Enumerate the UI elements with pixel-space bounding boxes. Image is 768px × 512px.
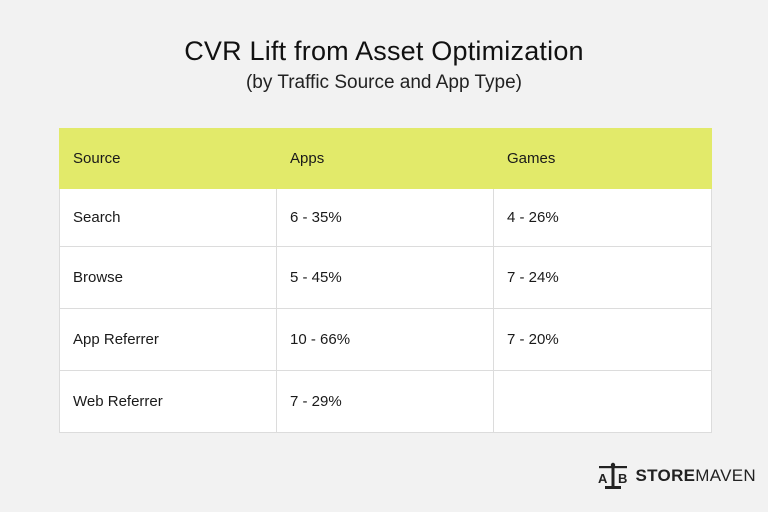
- chart-subtitle: (by Traffic Source and App Type): [245, 72, 522, 93]
- cell-apps: 6 - 35%: [276, 188, 494, 247]
- cell-source: App Referrer: [59, 308, 277, 371]
- brand-name-bold: STORE: [635, 466, 696, 485]
- brand-name: STOREMAVEN: [636, 466, 756, 486]
- cell-apps: 10 - 66%: [276, 308, 494, 371]
- cell-source: Web Referrer: [59, 370, 277, 433]
- cell-source: Search: [59, 188, 277, 247]
- cell-games: 7 - 20%: [493, 308, 712, 371]
- table-row: Web Referrer 7 - 29%: [59, 370, 712, 433]
- cell-apps: 7 - 29%: [276, 370, 494, 433]
- cell-apps: 5 - 45%: [276, 246, 494, 309]
- chart-title: CVR Lift from Asset Optimization: [184, 36, 584, 66]
- svg-text:A: A: [598, 471, 608, 486]
- table-row: App Referrer 10 - 66% 7 - 20%: [59, 308, 712, 371]
- cell-games: [493, 370, 712, 433]
- brand-name-regular: MAVEN: [695, 466, 756, 485]
- header-games: Games: [493, 128, 712, 189]
- header-apps: Apps: [276, 128, 494, 189]
- cell-source: Browse: [59, 246, 277, 309]
- table-header-row: Source Apps Games: [59, 128, 712, 189]
- table-row: Search 6 - 35% 4 - 26%: [59, 188, 712, 247]
- storemaven-logo: A B STOREMAVEN: [596, 462, 756, 490]
- cell-games: 7 - 24%: [493, 246, 712, 309]
- table-row: Browse 5 - 45% 7 - 24%: [59, 246, 712, 309]
- cell-games: 4 - 26%: [493, 188, 712, 247]
- header-source: Source: [59, 128, 277, 189]
- ab-scale-icon: A B: [598, 462, 627, 489]
- svg-text:B: B: [618, 471, 627, 486]
- cvr-table: Source Apps Games Search 6 - 35% 4 - 26%…: [59, 128, 712, 433]
